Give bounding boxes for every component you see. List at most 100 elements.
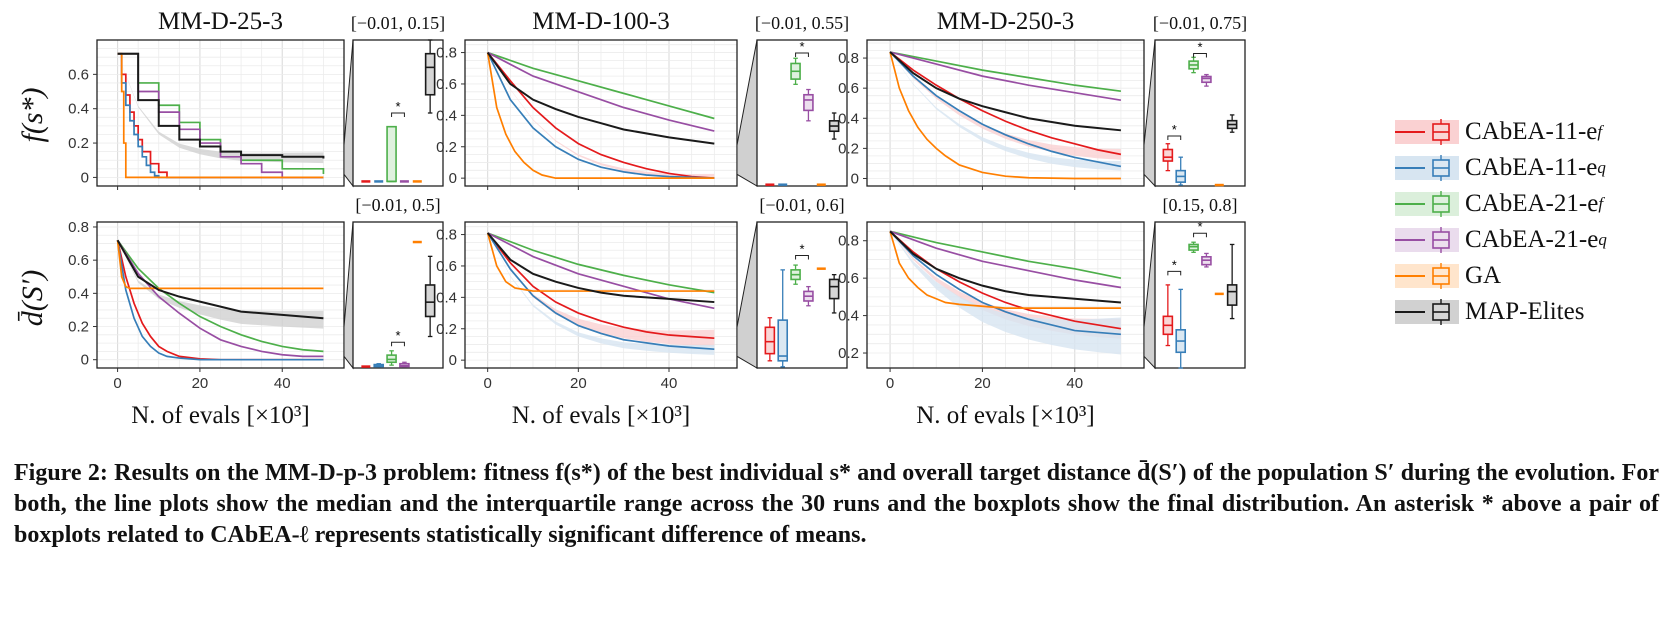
series-line-cabea11ef xyxy=(487,52,715,179)
significance-marker: * xyxy=(795,242,809,260)
y-tick-label: 0.2 xyxy=(436,321,457,338)
significance-marker: * xyxy=(1193,219,1207,238)
x-axis-label: N. of evals [×10³] xyxy=(131,402,310,429)
significance-bracket xyxy=(795,255,809,260)
line-panel-distance-1: 0 0.2 0.4 0.6 0.8 0 20 40 N. of evals [×10³] xyxy=(68,219,354,429)
x-axis-label: N. of evals [×10³] xyxy=(916,402,1095,429)
plot-frame xyxy=(96,39,345,187)
legend-item-cabea11eq: CAbEA-11-e q xyxy=(1395,150,1607,186)
caption-text: Figure 2: Results on the MM-D-p-3 proble… xyxy=(14,460,1659,548)
x-tick-label: 40 xyxy=(661,375,678,392)
y-tick-label: 0.2 xyxy=(838,140,859,157)
box-range-title: [−0.01, 0.5] xyxy=(355,195,440,215)
boxplot-cabea11eq xyxy=(1175,156,1187,186)
significance-marker: * xyxy=(391,99,405,117)
x-tick-label: 20 xyxy=(974,375,991,392)
significance-marker: * xyxy=(1167,257,1182,276)
boxplot-cabea21eq xyxy=(1201,252,1212,268)
grid xyxy=(465,222,737,368)
legend-swatch xyxy=(1395,119,1459,145)
boxplot-cabea21ef xyxy=(386,350,397,366)
boxplot-cabea21ef xyxy=(386,125,397,183)
x-tick-label: 0 xyxy=(483,375,491,392)
box-iqr xyxy=(777,319,789,362)
series-line-ga xyxy=(889,231,1121,309)
series-line-mapelites xyxy=(117,52,325,159)
legend-label: GA xyxy=(1465,262,1502,289)
boxplot-cabea21eq xyxy=(399,361,410,368)
legend: CAbEA-11-e f CAbEA-11-e q CAbEA-21-e f CAbEA-2… xyxy=(1395,114,1607,330)
significance-asterisk: * xyxy=(1172,257,1177,272)
legend-label: CAbEA-11-e xyxy=(1465,154,1598,181)
zoom-wedge xyxy=(736,221,758,369)
line-panel-distance-2: 0 0.2 0.4 0.6 0.8 0 20 40 N. of evals [×10³] xyxy=(436,221,758,429)
boxplot-mapelites xyxy=(1226,114,1238,133)
box-iqr xyxy=(1201,75,1212,84)
line-panel-fitness-1: 0 0.2 0.4 0.6 MM-D-25-3 xyxy=(68,8,354,190)
series-line-cabea21ef xyxy=(487,232,715,294)
legend-subscript: q xyxy=(1598,230,1607,249)
zoom-wedge xyxy=(1143,39,1156,188)
y-tick-label: 0.6 xyxy=(838,270,859,287)
series-line-cabea11eq xyxy=(117,52,324,179)
iqr-band-cabea11ef xyxy=(487,232,715,347)
panel-title: MM-D-250-3 xyxy=(937,8,1075,35)
zoom-wedge xyxy=(343,221,354,370)
significance-bracket xyxy=(1167,135,1182,141)
boxplot-panel-fitness-2: [−0.01, 0.55] * xyxy=(755,13,849,187)
x-tick-label: 20 xyxy=(192,375,209,392)
significance-asterisk: * xyxy=(395,328,400,343)
boxplot-cabea11eq xyxy=(1175,288,1187,369)
legend-swatch xyxy=(1395,155,1459,181)
series-line-ga xyxy=(889,51,1121,180)
plot-frame xyxy=(464,221,738,369)
series-line-ga xyxy=(486,232,715,292)
series-line-cabea21eq xyxy=(889,230,1122,289)
series-line-mapelites xyxy=(486,51,715,145)
box-range-title: [−0.01, 0.6] xyxy=(759,195,844,215)
series-line-mapelites xyxy=(889,230,1122,304)
legend-item-ga: GA xyxy=(1395,258,1607,294)
legend-label: CAbEA-21-e xyxy=(1465,190,1599,217)
plot-frame xyxy=(866,39,1145,187)
series-line-cabea11eq xyxy=(486,232,715,351)
significance-asterisk: * xyxy=(1197,219,1202,234)
zoom-wedge xyxy=(343,39,354,188)
y-tick-label: 0.4 xyxy=(838,308,859,325)
significance-asterisk: * xyxy=(1197,39,1202,54)
y-tick-label: 0.8 xyxy=(436,227,457,244)
x-tick-label: 20 xyxy=(570,375,587,392)
y-tick-label: 0 xyxy=(851,170,859,187)
x-tick-label: 0 xyxy=(113,375,121,392)
line-panel-distance-3: 0.2 0.4 0.6 0.8 0 20 40 N. of evals [×10³] xyxy=(838,221,1156,429)
significance-asterisk: * xyxy=(1172,122,1177,137)
y-tick-label: 0.4 xyxy=(68,101,89,118)
figure-caption: Figure 2: Results on the MM-D-p-3 proble… xyxy=(14,458,1659,551)
boxplot-mapelites xyxy=(1226,243,1238,320)
series-line-mapelites xyxy=(486,232,715,304)
boxplot-cabea21ef xyxy=(1188,241,1199,253)
box-iqr xyxy=(386,125,397,183)
y-tick-label: 0 xyxy=(81,352,89,369)
legend-swatch xyxy=(1395,299,1459,325)
box-range-title: [−0.01, 0.15] xyxy=(351,13,445,33)
legend-subscript: f xyxy=(1597,122,1603,141)
boxplot-panel-distance-2: [−0.01, 0.6] * xyxy=(756,195,848,369)
legend-item-cabea11ef: CAbEA-11-e f xyxy=(1395,114,1607,150)
y-tick-label: 0.6 xyxy=(68,66,89,83)
y-tick-label: 0.2 xyxy=(68,319,89,336)
significance-bracket xyxy=(1193,232,1207,238)
series-line-cabea11eq xyxy=(889,51,1122,168)
significance-bracket xyxy=(391,112,405,117)
boxplot-panel-fitness-3: [−0.01, 0.75] * * xyxy=(1153,13,1247,187)
grid xyxy=(867,221,1144,368)
boxplot-panel-distance-3: [0.15, 0.8] * * xyxy=(1154,195,1246,369)
plot-frame xyxy=(464,39,738,187)
legend-swatch xyxy=(1395,191,1459,217)
panel-title: MM-D-25-3 xyxy=(158,8,283,35)
figure-canvas: 0 0.2 0.4 0.6 MM-D-25-3 [−0.01, 0.15] * 0 0.2 0.4… xyxy=(16,8,1247,429)
boxplot-cabea21ef xyxy=(790,57,801,85)
boxplot-cabea21eq xyxy=(803,285,814,307)
y-tick-label: 0.6 xyxy=(838,80,859,97)
box-iqr xyxy=(424,52,436,96)
